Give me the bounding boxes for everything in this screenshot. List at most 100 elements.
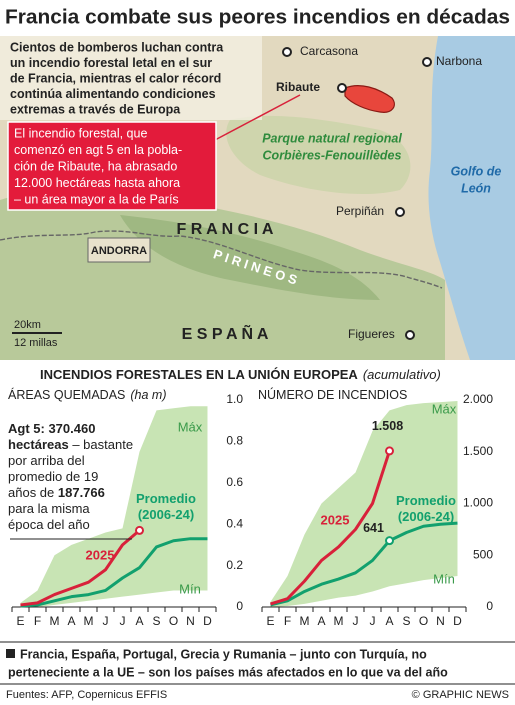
callout-line: – un área mayor a la de París xyxy=(14,192,179,206)
series-label: Máx xyxy=(432,401,457,416)
series-label-line: Promedio xyxy=(136,491,196,506)
x-tick-label: F xyxy=(34,614,41,628)
annotation-part: Agt 5: 370.460 xyxy=(8,421,95,436)
annotation-line: hectáreas – bastante xyxy=(8,437,133,452)
city-label: Figueres xyxy=(348,327,395,341)
series-label-line: (2006-24) xyxy=(398,509,454,524)
x-tick-label: O xyxy=(419,614,428,628)
scale-label: 12 millas xyxy=(14,337,58,349)
charts: ÁREAS QUEMADAS (ha m)E F M A M J J A S O N D00.20.40… xyxy=(8,387,493,628)
series-label-line: (2006-24) xyxy=(138,507,194,522)
x-tick-label: J xyxy=(370,614,376,628)
x-tick-label: D xyxy=(453,614,462,628)
value-label: 641 xyxy=(363,521,384,535)
annotation-line: años de 187.766 xyxy=(8,485,105,500)
x-tick-label: N xyxy=(436,614,445,628)
y-tick-label: 0 xyxy=(236,599,243,613)
y-tick-label: 2.000 xyxy=(463,392,493,406)
annotation-line: promedio de 19 xyxy=(8,469,98,484)
section-note: (acumulativo) xyxy=(363,367,441,382)
annotation-part: hectáreas xyxy=(8,437,69,452)
intro-line: Cientos de bomberos luchan contra xyxy=(10,40,224,54)
x-tick-label: O xyxy=(169,614,178,628)
annotation-part: por arriba del xyxy=(8,453,85,468)
x-tick-label: F xyxy=(284,614,291,628)
section-title-text: INCENDIOS FORESTALES EN LA UNIÓN EUROPEA xyxy=(40,367,358,382)
y-tick-label: 1.500 xyxy=(463,444,493,458)
callout-line: ción de Ribaute, ha abrasado xyxy=(14,159,177,173)
x-tick-label: A xyxy=(135,614,143,628)
country-label: F R A N C I A xyxy=(177,221,274,238)
point xyxy=(135,525,144,535)
source: Fuentes: AFP, Copernicus EFFIS xyxy=(6,689,167,701)
callout-box xyxy=(7,121,217,211)
annotation-line: Agt 5: 370.460 xyxy=(8,421,95,436)
callout: El incendio forestal, que comenzó en agt … xyxy=(14,126,182,206)
callout-line: El incendio forestal, que xyxy=(14,126,147,140)
city-dots xyxy=(282,47,432,340)
y-tick-label: 0.8 xyxy=(226,434,243,448)
section-title: INCENDIOS FORESTALES EN LA UNIÓN EUROPEA… xyxy=(40,367,441,382)
intro-line: continúa alimentando condiciones xyxy=(10,87,216,101)
series-line xyxy=(270,521,458,607)
title: Francia combate sus peores incendios en … xyxy=(5,6,510,28)
series-label: Máx xyxy=(178,419,203,434)
x-tick-label: M xyxy=(334,614,344,628)
city-dot xyxy=(405,330,415,340)
range-area xyxy=(270,575,458,607)
city-label: Perpiñán xyxy=(336,204,384,218)
intro: Cientos de bomberos luchan contra un ince… xyxy=(10,40,224,116)
point xyxy=(385,446,394,456)
city-dot xyxy=(422,57,432,67)
park-area xyxy=(226,115,411,195)
footnote: Francia, España, Portugal, Grecia y Ruma… xyxy=(20,647,427,661)
annotation-line: para la misma xyxy=(8,501,90,516)
range-area xyxy=(270,401,458,607)
intro-line: de Francia, mientras el calor récord xyxy=(10,71,221,85)
x-tick-label: M xyxy=(300,614,310,628)
series-line xyxy=(20,537,208,608)
series-label: Promedio (2006-24) xyxy=(396,493,456,524)
sea xyxy=(428,36,515,360)
intro-line: un incendio forestal letal en el sur xyxy=(10,56,212,70)
series-label: Promedio (2006-24) xyxy=(136,491,196,522)
city-dot xyxy=(337,83,347,93)
x-tick-label: M xyxy=(50,614,60,628)
intro-line: extremas a través de Europa xyxy=(10,102,181,116)
series-label-line: Promedio xyxy=(396,493,456,508)
x-tick-label: N xyxy=(186,614,195,628)
range-area xyxy=(20,590,208,607)
axis-title: ÁREAS QUEMADAS (ha m) xyxy=(8,387,167,402)
city-dot xyxy=(395,207,405,217)
map: Carcasona Narbona Ribaute Perpiñán Figue… xyxy=(0,36,515,360)
country-label: E S P A Ñ A xyxy=(182,323,269,343)
bullet xyxy=(6,649,15,658)
x-tick-label: J xyxy=(103,614,109,628)
y-tick-label: 1.000 xyxy=(463,496,493,510)
x-tick-label: M xyxy=(84,614,94,628)
y-tick-label: 0.6 xyxy=(226,475,243,489)
y-tick-label: 0.4 xyxy=(226,516,243,530)
range-area xyxy=(20,406,208,607)
callout-pointer xyxy=(214,94,301,141)
point xyxy=(385,536,394,546)
park-label: Parque natural regional xyxy=(262,131,402,145)
series-label: 2025 xyxy=(86,547,115,562)
x-tick-label: J xyxy=(120,614,126,628)
x-tick-label: J xyxy=(353,614,359,628)
park-label: Corbières-Fenouillèdes xyxy=(263,148,402,162)
axis-title-text: NÚMERO DE INCENDIOS xyxy=(258,387,407,402)
series-label: Mín xyxy=(433,571,455,586)
x-tick-label: A xyxy=(385,614,393,628)
annotation-part: 187.766 xyxy=(58,485,105,500)
y-tick-label: 0 xyxy=(486,599,493,613)
annotation-part: – bastante xyxy=(69,437,133,452)
annotation-line: época del año xyxy=(8,517,90,532)
credit: © GRAPHIC NEWS xyxy=(412,689,509,701)
value-label: 1.508 xyxy=(372,419,403,433)
series-label: Mín xyxy=(179,581,201,596)
city-dot xyxy=(282,47,292,57)
annotation-line: por arriba del xyxy=(8,453,85,468)
